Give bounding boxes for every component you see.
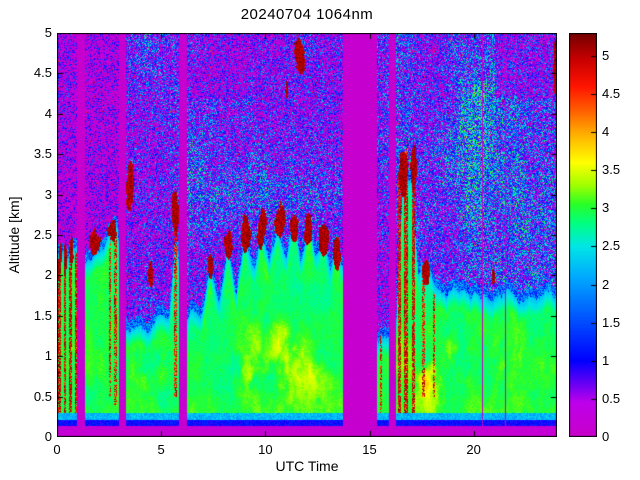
chart-title: 20240704 1064nm [240,6,374,23]
y-tick-label: 0.5 [33,388,52,404]
colorbar-tick-label: 1.5 [602,314,621,330]
colorbar-tick-label: 3.5 [602,162,621,178]
x-tick-label: 5 [157,442,165,457]
y-tick-label: 3 [44,186,52,202]
heatmap-canvas [57,33,557,437]
colorbar-tick-label: 5 [602,47,610,63]
y-tick-label: 0 [44,429,52,444]
colorbar-tick-label: 0 [602,429,610,444]
y-tick-label: 5 [44,25,52,40]
y-tick-label: 4.5 [33,65,52,81]
x-tick-label: 10 [258,442,273,457]
x-tick-label: 20 [466,442,481,457]
colorbar-tick-label: 0.5 [602,390,621,406]
colorbar-tick-label: 2.5 [602,238,621,254]
colorbar-canvas [569,33,597,437]
y-tick-label: 2 [44,267,52,283]
y-tick-label: 1 [44,348,52,364]
colorbar-tick-label: 1 [602,352,610,368]
x-tick-label: 15 [362,442,377,457]
y-tick-label: 1.5 [33,307,52,323]
y-tick-label: 2.5 [33,227,52,242]
colorbar-tick-label: 3 [602,200,610,216]
x-tick-label: 0 [53,442,61,457]
y-tick-label: 4 [44,105,52,121]
colorbar-tick-label: 2 [602,276,610,292]
colorbar-tick-label: 4 [602,124,610,140]
y-tick-label: 3.5 [33,146,52,162]
x-axis-label: UTC Time [275,458,339,474]
colorbar-tick-label: 4.5 [602,85,621,101]
